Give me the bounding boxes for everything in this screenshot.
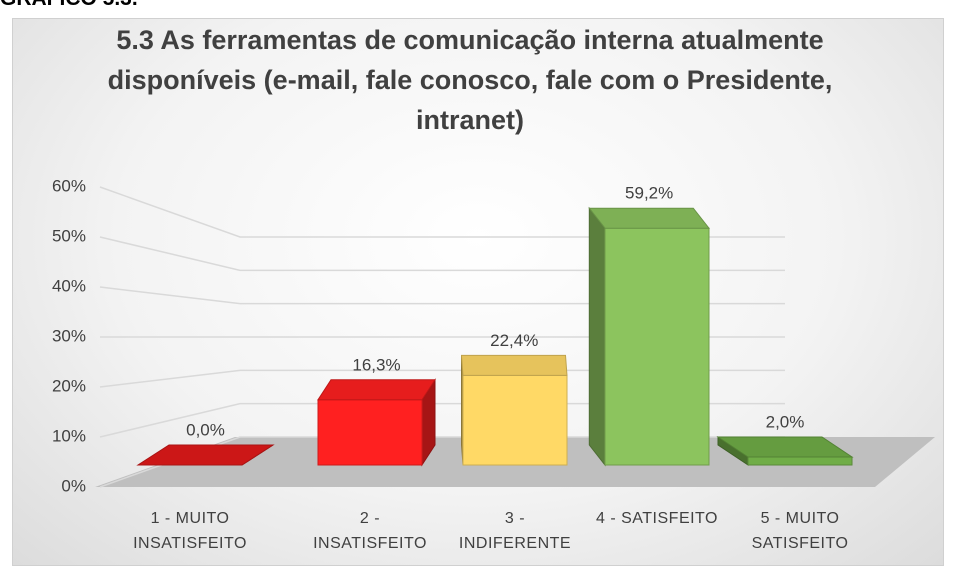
value-label: 22,4% xyxy=(490,331,538,350)
bar xyxy=(317,399,423,466)
y-tick-label: 30% xyxy=(52,326,86,345)
bar-top xyxy=(317,379,436,401)
bar xyxy=(604,227,710,466)
x-tick-label: 5 - MUITO SATISFEITO xyxy=(751,510,849,552)
bar-top xyxy=(136,444,275,466)
chart-title: 5.3 As ferramentas de comunicação intern… xyxy=(107,25,833,135)
y-tick-label: 50% xyxy=(52,226,86,245)
bar xyxy=(747,456,853,466)
y-tick-label: 20% xyxy=(52,376,86,395)
value-label: 2,0% xyxy=(766,412,805,431)
bar-top xyxy=(716,436,854,458)
value-label: 59,2% xyxy=(625,184,673,203)
value-label: 16,3% xyxy=(352,355,400,374)
bar-top xyxy=(588,207,711,229)
y-tick-label: 60% xyxy=(52,176,86,195)
y-tick-label: 10% xyxy=(52,426,86,445)
y-tick-label: 40% xyxy=(52,276,86,295)
y-tick-label: 0% xyxy=(61,476,86,495)
x-tick-label: 3 - INDIFERENTE xyxy=(458,510,572,552)
bar-side xyxy=(588,206,606,467)
heading: GRÁFICO 5.3. xyxy=(0,0,138,11)
bar xyxy=(462,374,568,466)
x-tick-label: 2 - INSATISFEITO xyxy=(313,510,427,552)
x-tick-label: 4 - SATISFEITO xyxy=(596,510,718,527)
bar-top xyxy=(460,354,568,376)
value-label: 0,0% xyxy=(186,420,225,439)
x-tick-label: 1 - MUITO INSATISFEITO xyxy=(133,510,247,552)
